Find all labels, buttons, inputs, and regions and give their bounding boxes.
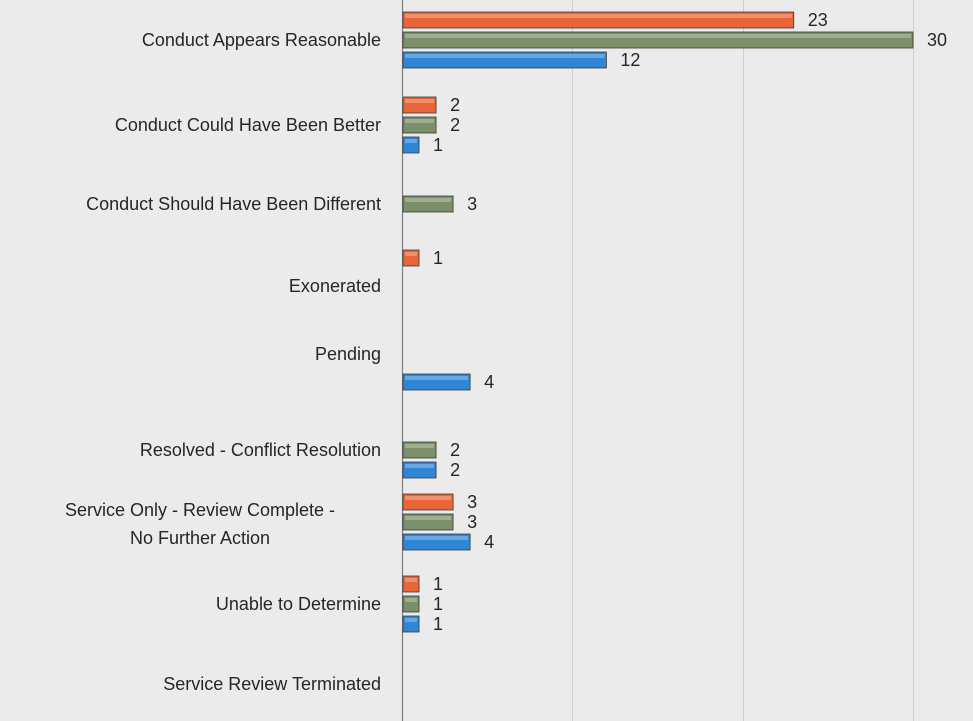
data-label: 30 [927, 30, 947, 50]
data-label: 2 [450, 440, 460, 460]
bar-highlight [405, 598, 418, 602]
data-label: 12 [620, 50, 640, 70]
bar [402, 575, 420, 593]
bar [402, 533, 471, 551]
bar [402, 31, 914, 49]
bar [402, 373, 471, 391]
bar [402, 615, 420, 633]
data-label: 2 [450, 115, 460, 135]
bar-highlight [405, 54, 605, 58]
bar-highlight [405, 578, 418, 582]
bar [402, 51, 607, 69]
bar-highlight [405, 34, 911, 38]
data-label: 1 [433, 614, 443, 634]
bar [402, 513, 454, 531]
category-label: Unable to Determine [216, 594, 381, 614]
bar-highlight [405, 252, 418, 256]
bar-highlight [405, 99, 435, 103]
category-label: Conduct Should Have Been Different [86, 194, 381, 214]
data-label: 1 [433, 574, 443, 594]
bar-highlight [405, 14, 792, 18]
bar-highlight [405, 119, 435, 123]
data-label: 3 [467, 492, 477, 512]
bar [402, 136, 420, 154]
bars [402, 11, 914, 633]
bar [402, 441, 437, 459]
bar [402, 249, 420, 267]
category-label: Conduct Appears Reasonable [142, 30, 381, 50]
bar-highlight [405, 618, 418, 622]
data-label: 2 [450, 95, 460, 115]
bar [402, 595, 420, 613]
gridlines [401, 0, 914, 721]
bar [402, 195, 454, 213]
bar-highlight [405, 536, 469, 540]
data-label: 4 [484, 532, 494, 552]
bar [402, 116, 437, 134]
bar-highlight [405, 376, 469, 380]
bar-highlight [405, 464, 435, 468]
bar [402, 11, 795, 29]
data-label: 2 [450, 460, 460, 480]
data-label: 1 [433, 594, 443, 614]
data-label: 3 [467, 194, 477, 214]
category-labels: Conduct Appears Reasonable Conduct Could … [65, 30, 381, 694]
bar-highlight [405, 198, 452, 202]
category-label: Resolved - Conflict Resolution [140, 440, 381, 460]
data-label: 1 [433, 248, 443, 268]
category-label: Conduct Could Have Been Better [115, 115, 381, 135]
bar [402, 96, 437, 114]
bar-highlight [405, 139, 418, 143]
category-label: Pending [315, 344, 381, 364]
bar [402, 493, 454, 511]
data-label: 3 [467, 512, 477, 532]
data-label: 1 [433, 135, 443, 155]
category-label: Service Review Terminated [163, 674, 381, 694]
bar-highlight [405, 496, 452, 500]
category-label: Exonerated [289, 276, 381, 296]
data-label: 4 [484, 372, 494, 392]
category-label: Service Only - Review Complete -No Furth… [65, 500, 335, 548]
data-label: 23 [808, 10, 828, 30]
bar [402, 461, 437, 479]
bar-highlight [405, 516, 452, 520]
bar-highlight [405, 444, 435, 448]
